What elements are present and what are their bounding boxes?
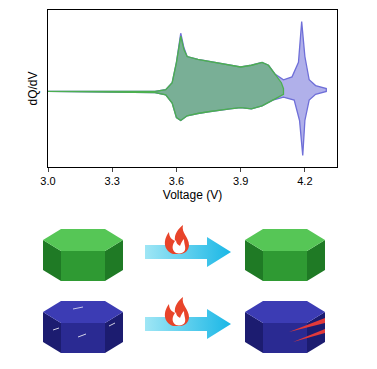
svg-text:Voltage (V): Voltage (V) xyxy=(163,188,222,202)
svg-text:4.2: 4.2 xyxy=(297,175,312,187)
svg-text:3.0: 3.0 xyxy=(40,175,55,187)
svg-text:3.9: 3.9 xyxy=(233,175,248,187)
svg-text:3.6: 3.6 xyxy=(169,175,184,187)
svg-text:dQ/dV: dQ/dV xyxy=(26,71,40,105)
svg-text:3.3: 3.3 xyxy=(105,175,120,187)
